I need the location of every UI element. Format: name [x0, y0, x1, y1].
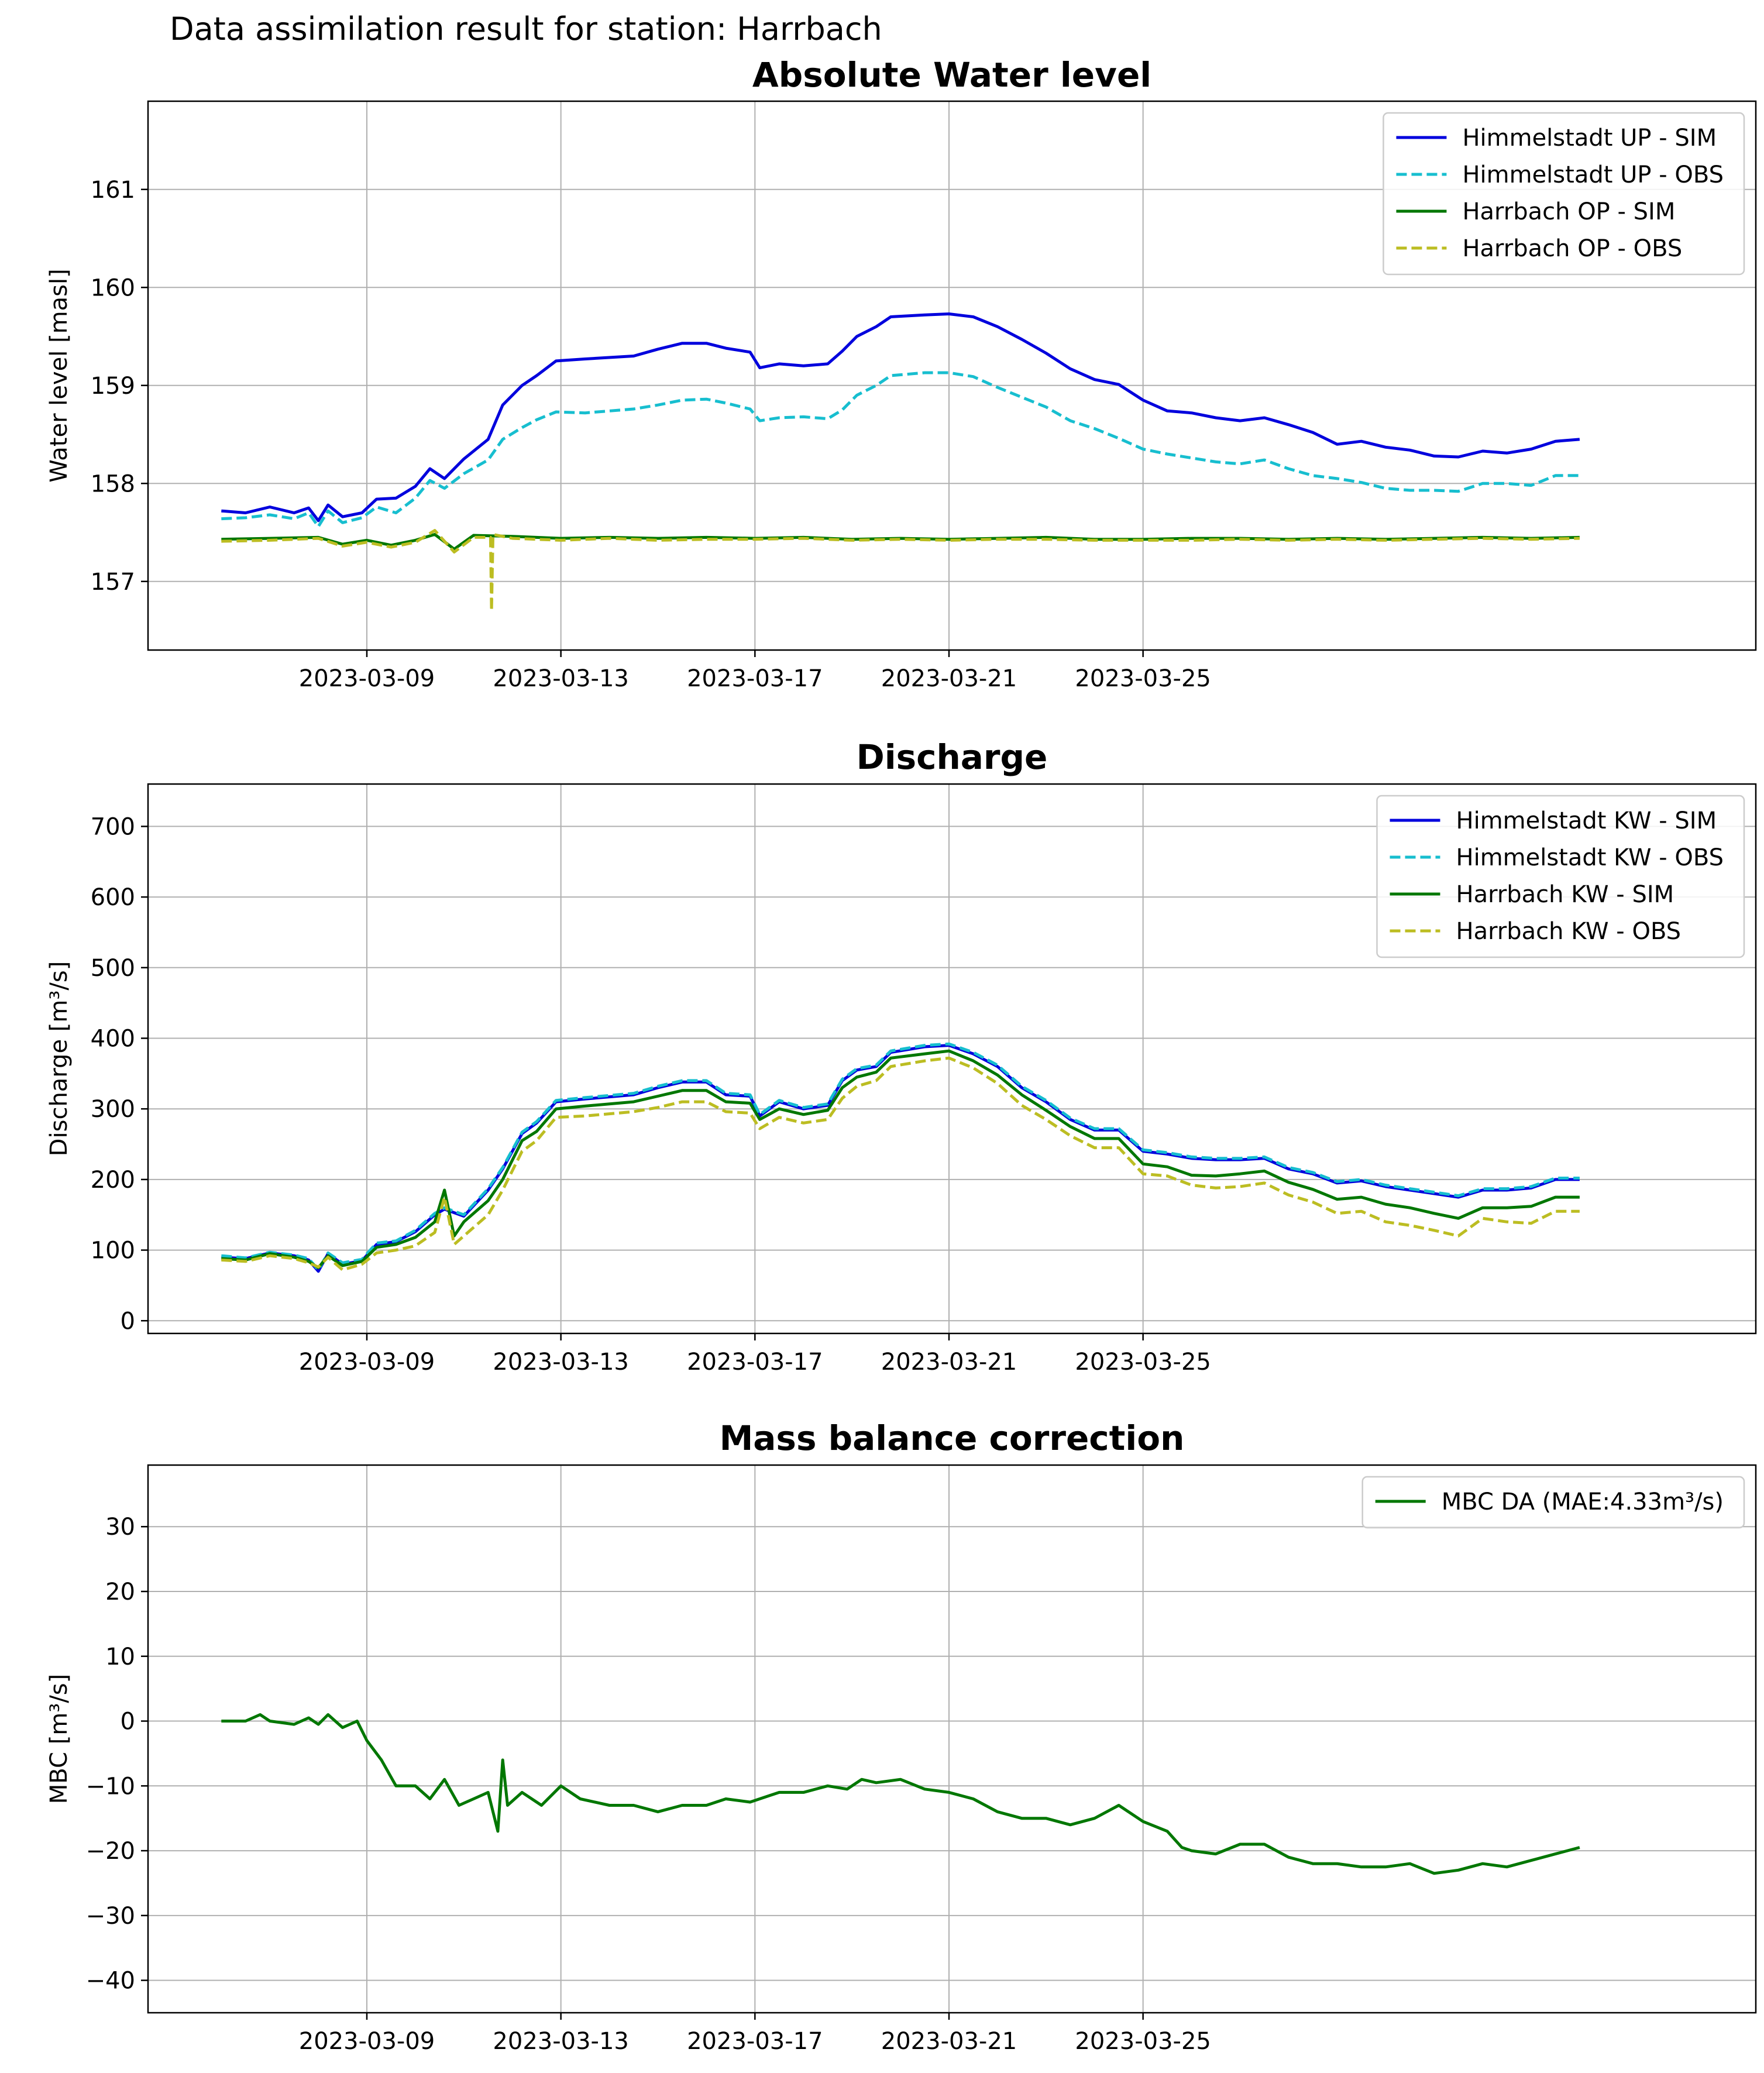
y-tick-label: 700 [91, 813, 135, 840]
series-line-4 [221, 529, 1580, 613]
legend-box [1361, 1476, 1745, 1529]
y-tick-label: −10 [86, 1773, 135, 1800]
x-tick-label: 2023-03-25 [1075, 665, 1211, 692]
y-tick-label: 20 [105, 1579, 135, 1606]
y-axis-label: Water level [masl] [46, 269, 73, 482]
x-tick-label: 2023-03-17 [687, 665, 823, 692]
legend: MBC DA (MAE:4.33m³/s) [1361, 1476, 1745, 1529]
chart-title: Mass balance correction [720, 1418, 1185, 1458]
x-tick-label: 2023-03-09 [299, 2028, 435, 2055]
legend: Himmelstadt UP - SIM Himmelstadt UP - OBS… [1383, 112, 1745, 276]
y-tick-label: 100 [91, 1237, 135, 1264]
y-axis-label: Discharge [m³/s] [46, 961, 73, 1157]
series-line-2 [221, 371, 1580, 528]
figure-title: Data assimilation result for station: Ha… [170, 11, 882, 47]
y-tick-label: 0 [121, 1708, 135, 1735]
chart-panel-3: 2023-03-09 2023-03-13 2023-03-17 2023-03-21… [46, 1418, 1757, 2055]
legend-box [1383, 112, 1745, 276]
y-tick-label: 400 [91, 1025, 135, 1052]
legend-entry-label: Himmelstadt UP - SIM [1462, 125, 1717, 152]
legend-entry-label: Harrbach OP - SIM [1462, 198, 1675, 225]
legend-entry-label: Harrbach KW - OBS [1456, 918, 1682, 945]
chart-title: Discharge [857, 737, 1048, 777]
legend-entry-label: Himmelstadt KW - SIM [1456, 807, 1717, 834]
axes-frame [147, 783, 1757, 1335]
legend-entry-label: Himmelstadt KW - OBS [1456, 844, 1724, 871]
y-tick-label: 300 [91, 1096, 135, 1123]
chart-panel-1: 2023-03-09 2023-03-13 2023-03-17 2023-03-21… [46, 55, 1757, 692]
x-tick-label: 2023-03-13 [493, 665, 628, 692]
y-tick-label: 500 [91, 955, 135, 982]
grid-lines [148, 1465, 1756, 2013]
y-axis-label: MBC [m³/s] [46, 1674, 73, 1804]
x-tick-label: 2023-03-17 [687, 1349, 823, 1376]
legend-entry-label: Harrbach OP - OBS [1462, 235, 1682, 262]
legend-box [1376, 795, 1745, 958]
chart-title: Absolute Water level [752, 55, 1151, 95]
y-tick-label: −30 [86, 1903, 135, 1930]
y-tick-label: 161 [91, 177, 135, 204]
y-tick-label: 157 [91, 569, 135, 596]
y-tick-label: 158 [91, 470, 135, 497]
x-tick-label: 2023-03-25 [1075, 1349, 1211, 1376]
chart-panel-2: 2023-03-09 2023-03-13 2023-03-17 2023-03-21… [46, 737, 1757, 1376]
x-tick-label: 2023-03-13 [493, 1349, 628, 1376]
y-tick-label: 159 [91, 373, 135, 400]
x-tick-label: 2023-03-13 [493, 2028, 628, 2055]
y-tick-label: 600 [91, 884, 135, 911]
y-tick-label: 30 [105, 1514, 135, 1541]
y-tick-label: 200 [91, 1167, 135, 1194]
legend: Himmelstadt KW - SIM Himmelstadt KW - OBS… [1376, 795, 1745, 958]
series-line-3 [221, 1049, 1580, 1270]
legend-entry-label: Himmelstadt UP - OBS [1462, 161, 1724, 188]
x-tick-label: 2023-03-09 [299, 1349, 435, 1376]
y-tick-label: −20 [86, 1838, 135, 1865]
x-tick-label: 2023-03-21 [881, 1349, 1017, 1376]
x-tick-label: 2023-03-21 [881, 2028, 1017, 2055]
axes-frame [147, 100, 1757, 651]
y-tick-label: 0 [121, 1308, 135, 1335]
y-tick-label: 10 [105, 1644, 135, 1670]
series-line-4 [221, 1056, 1580, 1271]
x-tick-label: 2023-03-25 [1075, 2028, 1211, 2055]
legend-entry-label: Harrbach KW - SIM [1456, 881, 1674, 908]
x-tick-label: 2023-03-17 [687, 2028, 823, 2055]
series-line-2 [221, 1042, 1580, 1271]
x-tick-label: 2023-03-21 [881, 665, 1017, 692]
axes-frame [147, 1464, 1757, 2014]
series-line-1 [221, 1713, 1580, 1875]
y-tick-label: −40 [86, 1968, 135, 1995]
legend-entry-label: MBC DA (MAE:4.33m³/s) [1442, 1488, 1724, 1515]
y-tick-label: 160 [91, 274, 135, 301]
x-tick-label: 2023-03-09 [299, 665, 435, 692]
series-line-1 [221, 312, 1580, 522]
